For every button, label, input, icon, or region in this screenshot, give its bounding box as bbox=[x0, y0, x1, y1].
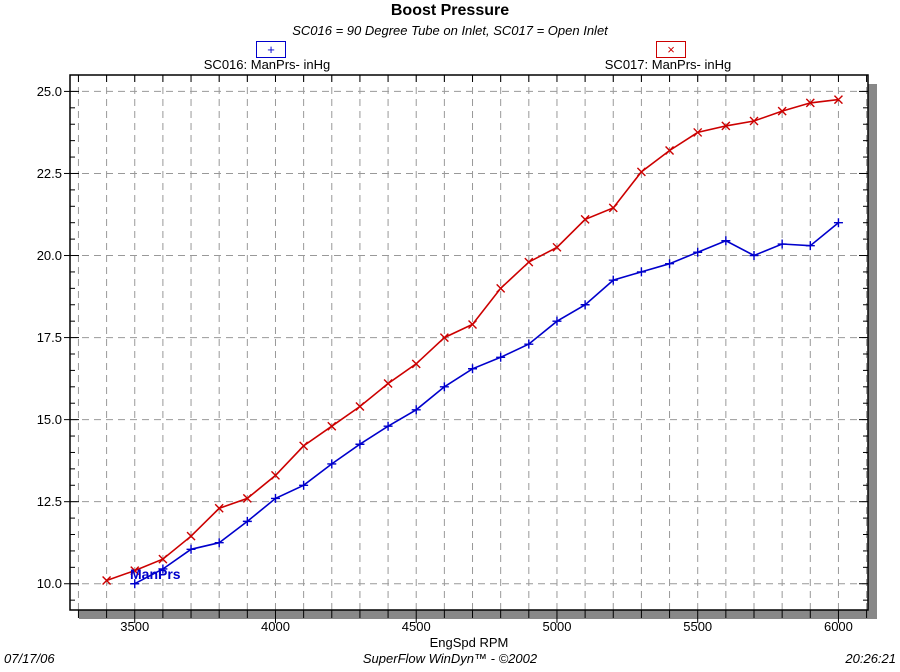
plot-shadow-bottom bbox=[79, 610, 877, 619]
footer-date: 07/17/06 bbox=[4, 651, 55, 666]
footer-app-credit: SuperFlow WinDyn™ - ©2002 bbox=[362, 651, 538, 666]
legend-marker-box-sc017: × bbox=[656, 41, 686, 58]
series-sc016-line bbox=[134, 222, 839, 585]
y-tick-label: 25.0 bbox=[37, 84, 62, 99]
y-tick-label: 10.0 bbox=[37, 576, 62, 591]
y-tick-label: 12.5 bbox=[37, 494, 62, 509]
x-tick-label: 4500 bbox=[402, 619, 431, 634]
x-axis-label: EngSpd RPM bbox=[429, 635, 509, 650]
x-tick-label: 6000 bbox=[824, 619, 853, 634]
x-tick-label: 3500 bbox=[120, 619, 149, 634]
x-tick-label: 5000 bbox=[543, 619, 572, 634]
series-sc017-markers bbox=[102, 95, 843, 585]
plot-shadow-right bbox=[868, 84, 877, 619]
chart-subtitle: SC016 = 90 Degree Tube on Inlet, SC017 =… bbox=[292, 23, 608, 38]
x-tick-label: 5500 bbox=[683, 619, 712, 634]
y-tick-label: 20.0 bbox=[37, 248, 62, 263]
plot-background bbox=[70, 75, 868, 610]
x-marker-icon: × bbox=[667, 42, 675, 57]
y-tick-label: 15.0 bbox=[37, 412, 62, 427]
footer-time: 20:26:21 bbox=[845, 651, 896, 666]
y-tick-label: 22.5 bbox=[37, 166, 62, 181]
legend-marker-box-sc016: + bbox=[256, 41, 286, 58]
chart-title: Boost Pressure bbox=[390, 2, 510, 19]
x-tick-label: 4000 bbox=[261, 619, 290, 634]
legend-label-sc016: SC016: ManPrs- inHg bbox=[203, 57, 331, 72]
series-sc016-markers bbox=[130, 218, 843, 589]
plot-frame bbox=[69, 74, 869, 611]
y-tick-label: 17.5 bbox=[37, 330, 62, 345]
plus-marker-icon: + bbox=[267, 42, 275, 57]
inline-series-label: ManPrs bbox=[130, 566, 181, 582]
legend-label-sc017: SC017: ManPrs- inHg bbox=[604, 57, 732, 72]
